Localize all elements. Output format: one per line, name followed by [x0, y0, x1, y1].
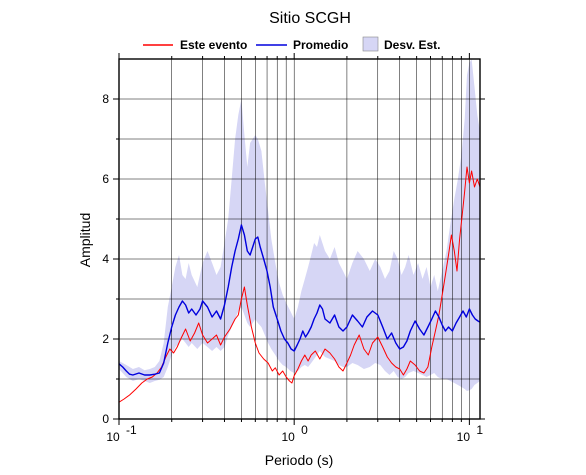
- series-line-este-evento: [119, 166, 480, 403]
- y-tick-label: 6: [102, 172, 109, 186]
- x-axis-title: Periodo (s): [265, 452, 333, 468]
- legend: Este evento Promedio Desv. Est.: [143, 36, 440, 52]
- legend-swatch-desv-est: [362, 36, 379, 52]
- x-tick-label-exponent: 0: [301, 423, 308, 437]
- y-axis-title: Amplitud: [77, 213, 93, 267]
- x-tick-label-exponent: 1: [476, 423, 483, 437]
- x-tick-label: 10: [282, 430, 296, 444]
- chart-title: Sitio SCGH: [269, 10, 351, 27]
- series-line-promedio: [119, 224, 480, 376]
- legend-label-desv-est: Desv. Est.: [384, 38, 440, 52]
- y-tick-label: 4: [102, 252, 109, 266]
- x-tick-label: 10: [457, 430, 471, 444]
- plot-area: 0 2 4 6 8 10 -1 10 0 10 1: [102, 53, 485, 444]
- legend-label-este-evento: Este evento: [180, 38, 247, 52]
- y-tick-label: 8: [102, 92, 109, 106]
- y-tick-label: 0: [102, 412, 109, 426]
- std-dev-band: [119, 59, 480, 391]
- x-tick-label-exponent: -1: [126, 423, 137, 437]
- legend-label-promedio: Promedio: [293, 38, 348, 52]
- plot-frame: [118, 58, 481, 420]
- y-tick-label: 2: [102, 332, 109, 346]
- x-tick-label: 10: [106, 430, 120, 444]
